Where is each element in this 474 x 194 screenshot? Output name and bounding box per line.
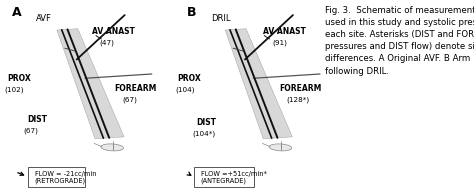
Text: B: B [187, 6, 197, 19]
Ellipse shape [269, 144, 292, 151]
Text: DRIL: DRIL [211, 14, 230, 23]
Text: A: A [12, 6, 21, 19]
Text: (67): (67) [122, 97, 137, 103]
Text: FOREARM: FOREARM [280, 84, 322, 93]
Text: (102): (102) [5, 87, 24, 94]
Text: AV ANAST: AV ANAST [92, 27, 135, 36]
Text: Fig. 3.  Schematic of measurement sites
used in this study and systolic pressure: Fig. 3. Schematic of measurement sites u… [325, 6, 474, 76]
FancyBboxPatch shape [28, 167, 85, 187]
Text: (104): (104) [175, 87, 195, 94]
Text: (ANTEGRADE): (ANTEGRADE) [201, 178, 246, 184]
Polygon shape [225, 29, 292, 139]
Text: (104*): (104*) [192, 131, 215, 138]
Text: FLOW = -21cc/min: FLOW = -21cc/min [35, 171, 96, 177]
Text: (67): (67) [24, 128, 38, 134]
Text: FLOW =+51cc/min*: FLOW =+51cc/min* [201, 171, 266, 177]
Text: (47): (47) [100, 39, 114, 46]
Text: AV ANAST: AV ANAST [263, 27, 306, 36]
Ellipse shape [101, 144, 123, 151]
Text: PROX: PROX [7, 74, 31, 83]
FancyBboxPatch shape [194, 167, 254, 187]
Polygon shape [57, 29, 124, 139]
Text: FOREARM: FOREARM [114, 84, 156, 93]
Text: PROX: PROX [178, 74, 201, 83]
Text: AVF: AVF [36, 14, 51, 23]
Text: (RETROGRADE): (RETROGRADE) [35, 178, 86, 184]
Text: DIST: DIST [197, 118, 217, 127]
Text: (91): (91) [273, 39, 287, 46]
Text: (128*): (128*) [287, 97, 310, 103]
Text: DIST: DIST [27, 115, 47, 124]
